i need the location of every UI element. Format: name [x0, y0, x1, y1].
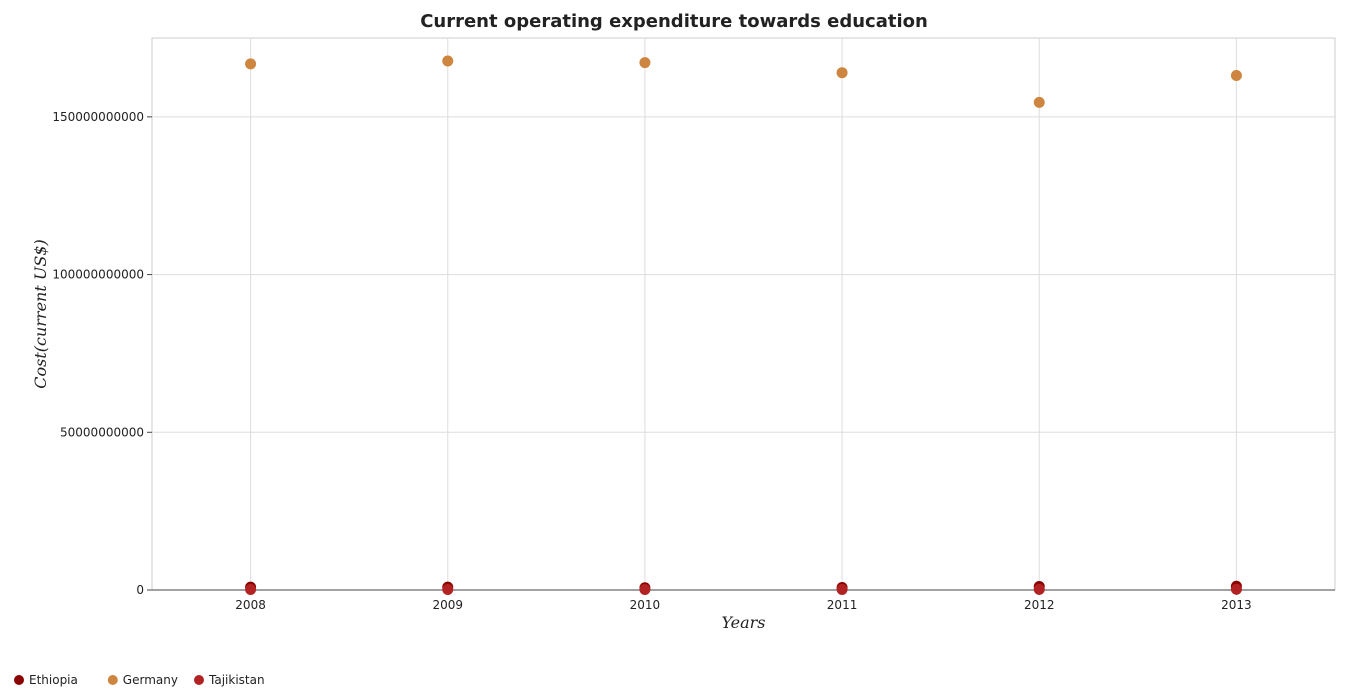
legend-label: Ethiopia: [29, 673, 78, 687]
point-tajikistan-2011: [836, 583, 848, 595]
point-tajikistan-2013: [1230, 583, 1242, 595]
x-tick-label: 2012: [1024, 598, 1055, 612]
data-points: [245, 55, 1242, 596]
x-tick-label: 2009: [432, 598, 463, 612]
legend: Ethiopia Germany Tajikistan: [14, 673, 265, 687]
x-tick-label: 2011: [827, 598, 858, 612]
legend-marker: [14, 675, 24, 685]
x-tick-label: 2010: [630, 598, 661, 612]
plot-area: [151, 37, 1336, 591]
legend-marker: [194, 675, 204, 685]
point-germany-2013: [1230, 70, 1242, 82]
legend-label: Tajikistan: [208, 673, 265, 687]
legend-item-germany: Germany: [107, 673, 178, 687]
point-germany-2012: [1033, 96, 1045, 108]
point-tajikistan-2008: [245, 584, 257, 596]
x-tick-label: 2013: [1221, 598, 1252, 612]
point-germany-2009: [442, 55, 454, 67]
legend-item-ethiopia: Ethiopia: [14, 673, 78, 687]
point-tajikistan-2009: [442, 584, 454, 596]
point-germany-2011: [836, 67, 848, 79]
point-germany-2010: [639, 57, 651, 69]
legend-item-tajikistan: Tajikistan: [194, 673, 265, 687]
y-axis-label: Cost(current US$): [31, 239, 50, 388]
y-tick-label: 0: [136, 583, 144, 597]
y-tick-label: 150000000000: [52, 110, 144, 124]
y-tick-label: 100000000000: [52, 268, 144, 282]
legend-marker: [107, 675, 118, 685]
x-tick-label: 2008: [235, 598, 266, 612]
y-tick-label: 50000000000: [60, 425, 144, 439]
y-axis-ticks: 0 50000000000 100000000000 150000000000: [52, 110, 152, 597]
x-axis-ticks: 2008 2009 2010 2011 2012 2013: [152, 589, 1335, 612]
chart-title: Current operating expenditure towards ed…: [420, 11, 928, 32]
point-tajikistan-2012: [1033, 583, 1045, 595]
point-germany-2008: [245, 58, 257, 70]
x-axis-label: Years: [721, 613, 765, 632]
legend-label: Germany: [123, 673, 178, 687]
point-tajikistan-2010: [639, 584, 651, 596]
